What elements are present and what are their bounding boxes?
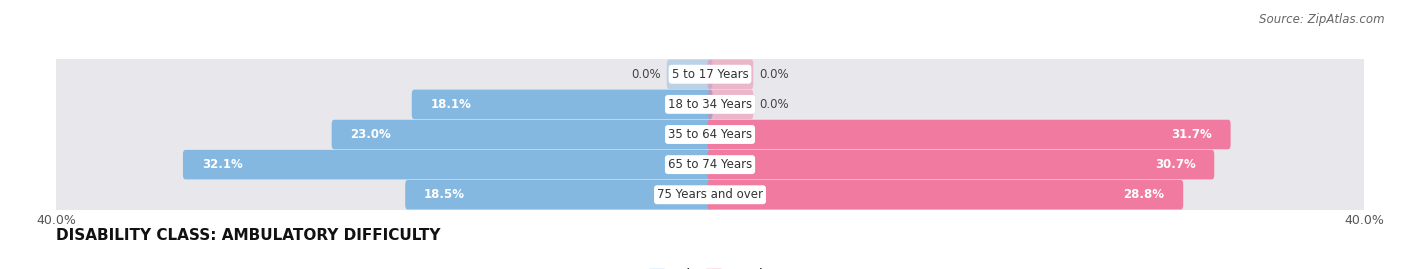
FancyBboxPatch shape xyxy=(53,140,1367,189)
Text: Source: ZipAtlas.com: Source: ZipAtlas.com xyxy=(1260,13,1385,26)
Text: 18.1%: 18.1% xyxy=(430,98,471,111)
FancyBboxPatch shape xyxy=(332,120,713,149)
FancyBboxPatch shape xyxy=(53,171,1367,219)
FancyBboxPatch shape xyxy=(412,90,713,119)
FancyBboxPatch shape xyxy=(405,180,713,210)
FancyBboxPatch shape xyxy=(707,120,1230,149)
Text: 65 to 74 Years: 65 to 74 Years xyxy=(668,158,752,171)
Text: 18 to 34 Years: 18 to 34 Years xyxy=(668,98,752,111)
FancyBboxPatch shape xyxy=(53,50,1367,98)
Legend: Male, Female: Male, Female xyxy=(644,263,776,269)
Text: 23.0%: 23.0% xyxy=(350,128,391,141)
Text: 28.8%: 28.8% xyxy=(1123,188,1164,201)
Text: 35 to 64 Years: 35 to 64 Years xyxy=(668,128,752,141)
FancyBboxPatch shape xyxy=(707,180,1184,210)
Text: DISABILITY CLASS: AMBULATORY DIFFICULTY: DISABILITY CLASS: AMBULATORY DIFFICULTY xyxy=(56,228,440,243)
FancyBboxPatch shape xyxy=(707,150,1215,179)
FancyBboxPatch shape xyxy=(183,150,713,179)
FancyBboxPatch shape xyxy=(53,80,1367,129)
Text: 30.7%: 30.7% xyxy=(1154,158,1195,171)
FancyBboxPatch shape xyxy=(707,90,754,119)
Text: 18.5%: 18.5% xyxy=(425,188,465,201)
Text: 0.0%: 0.0% xyxy=(759,68,789,81)
Text: 0.0%: 0.0% xyxy=(759,98,789,111)
FancyBboxPatch shape xyxy=(666,59,713,89)
FancyBboxPatch shape xyxy=(707,59,754,89)
Text: 75 Years and over: 75 Years and over xyxy=(657,188,763,201)
Text: 5 to 17 Years: 5 to 17 Years xyxy=(672,68,748,81)
Text: 32.1%: 32.1% xyxy=(201,158,242,171)
Text: 0.0%: 0.0% xyxy=(631,68,661,81)
Text: 31.7%: 31.7% xyxy=(1171,128,1212,141)
FancyBboxPatch shape xyxy=(53,110,1367,159)
